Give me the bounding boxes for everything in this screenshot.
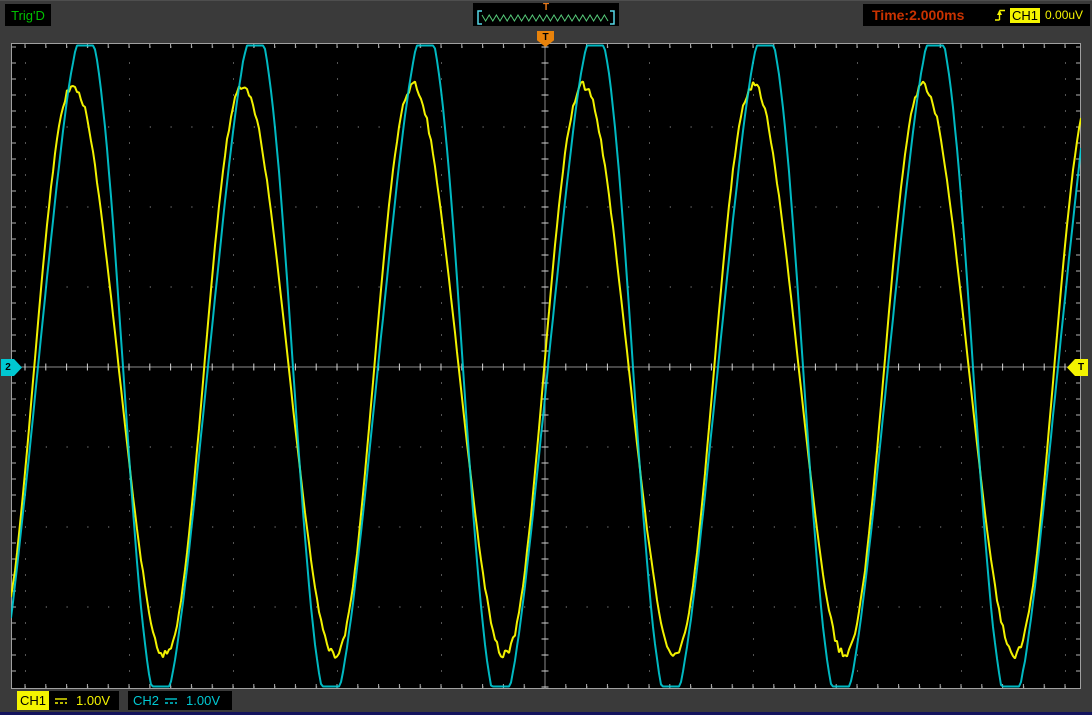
horizontal-position-preview[interactable]: T — [473, 3, 619, 26]
trigger-source-badge: CH1 — [1010, 8, 1040, 23]
waveform-display — [11, 43, 1081, 689]
trigger-settings-display[interactable]: CH1 0.00uV — [990, 4, 1090, 26]
time-label: Time: — [872, 7, 909, 23]
ch1-scale-value: 1.00V — [76, 693, 110, 708]
bottom-bar: CH1 1.00V CH2 1.00V — [0, 689, 1092, 713]
trigger-status-text: Trig'D — [11, 8, 45, 23]
ch2-scale-value: 1.00V — [186, 693, 220, 708]
trigger-level-value: 0.00uV — [1045, 8, 1083, 22]
ch2-ground-marker-label: 2 — [5, 362, 11, 373]
ch1-info-box[interactable]: CH1 1.00V — [17, 691, 119, 710]
top-bar: Trig'D T Time:2.000ms CH1 0.00uV — [0, 1, 1092, 31]
graticule-area — [11, 43, 1081, 689]
ch1-dc-coupling-icon — [54, 695, 68, 706]
ch2-dc-coupling-icon — [164, 695, 178, 706]
rising-edge-trigger-icon — [994, 7, 1006, 23]
trigger-status-badge: Trig'D — [5, 4, 51, 26]
preview-trigger-marker: T — [473, 3, 619, 12]
oscilloscope-window: Trig'D T Time:2.000ms CH1 0.00uV T 2 T — [0, 0, 1092, 715]
ch2-info-box[interactable]: CH2 1.00V — [128, 691, 232, 710]
ch2-label: CH2 — [133, 693, 159, 708]
trigger-level-marker-label: T — [1078, 362, 1084, 373]
ch1-label: CH1 — [17, 691, 49, 710]
timebase-display: Time:2.000ms — [863, 4, 1000, 26]
time-value: 2.000ms — [909, 7, 964, 23]
trigger-position-marker-label: T — [542, 32, 548, 43]
